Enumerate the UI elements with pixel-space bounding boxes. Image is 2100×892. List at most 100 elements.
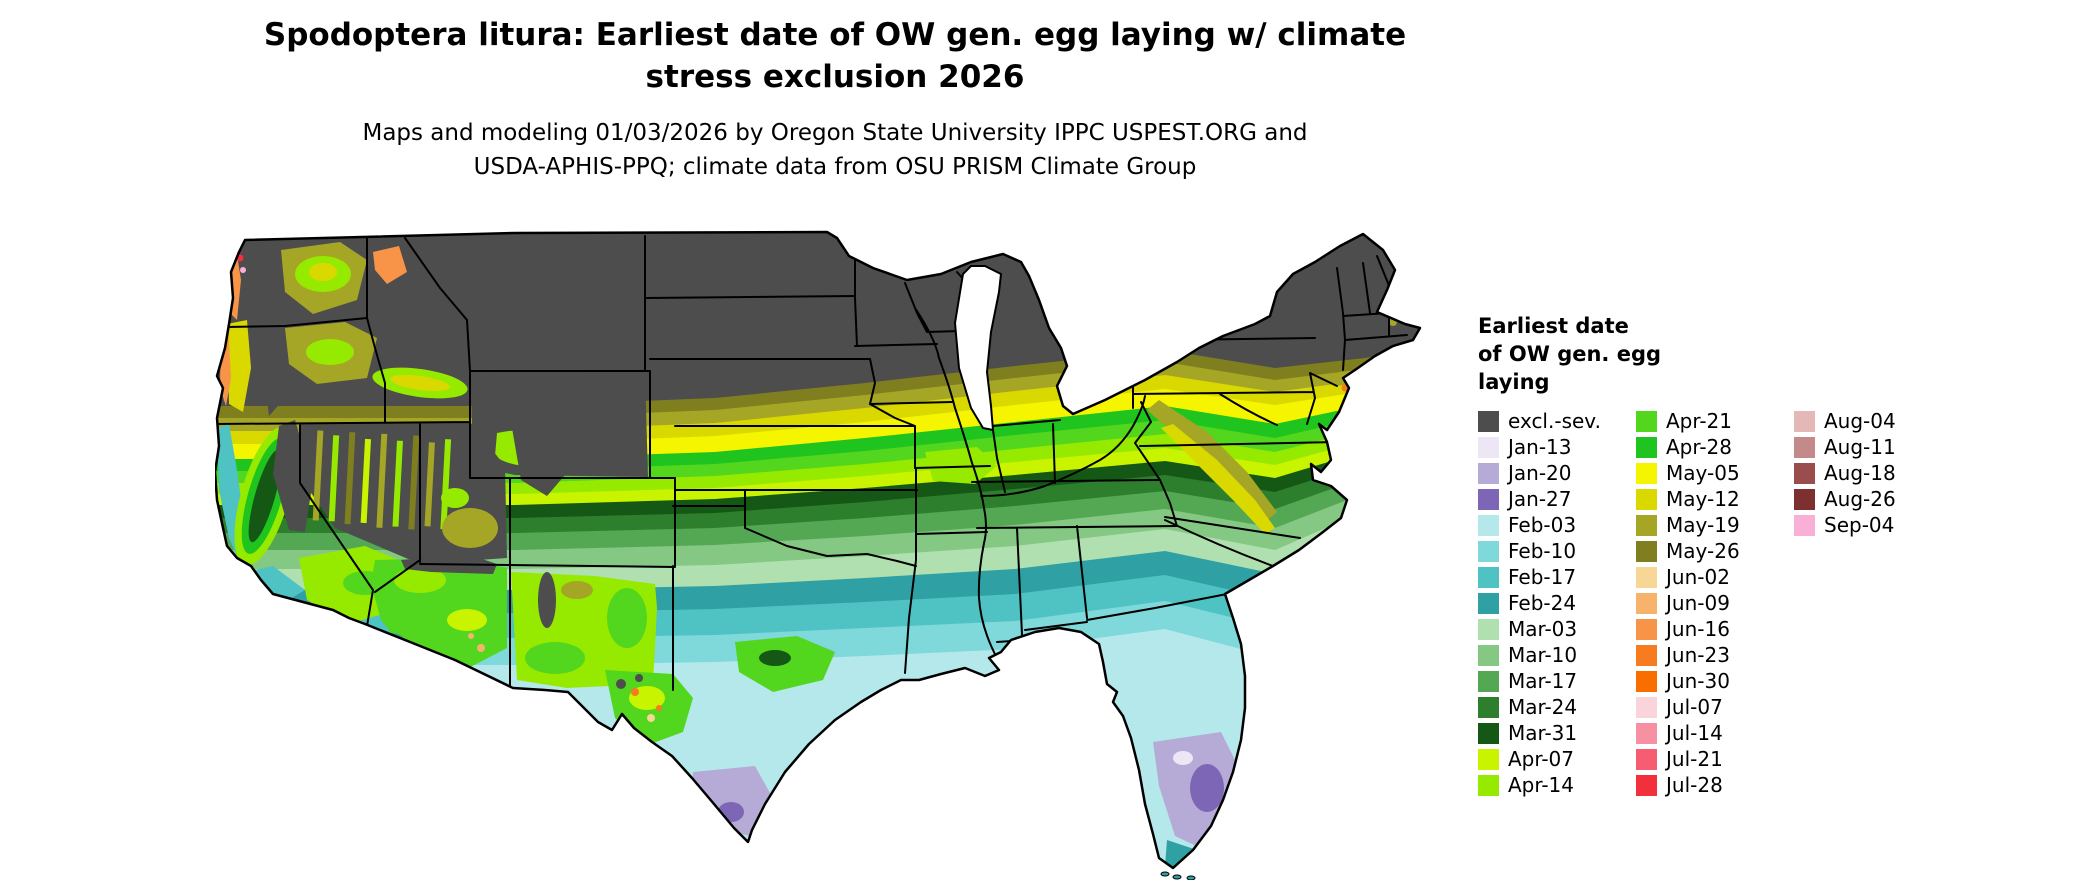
legend-item: May-12 xyxy=(1636,486,1778,512)
legend-item: Jul-21 xyxy=(1636,746,1778,772)
legend-item: Jul-14 xyxy=(1636,720,1778,746)
legend-swatch xyxy=(1636,748,1657,770)
legend-swatch xyxy=(1478,748,1499,770)
legend-item: Aug-04 xyxy=(1794,408,1936,434)
legend-label: Apr-28 xyxy=(1666,435,1732,459)
legend-label: Apr-07 xyxy=(1508,747,1574,771)
legend-title-line1: Earliest date xyxy=(1478,314,1629,338)
legend-item: Apr-07 xyxy=(1478,746,1620,772)
legend-swatch xyxy=(1636,696,1657,718)
legend-swatch xyxy=(1794,410,1815,432)
map-title-line1: Spodoptera litura: Earliest date of OW g… xyxy=(263,17,1407,53)
legend-label: Aug-11 xyxy=(1824,435,1896,459)
legend-swatch xyxy=(1794,488,1815,510)
legend-item: Jul-28 xyxy=(1636,772,1778,798)
legend-swatch xyxy=(1794,514,1815,536)
legend-swatch xyxy=(1478,566,1499,588)
legend-column-1: excl.-sev. Jan-13 Jan-20 Jan-27 Feb-03 Feb-10… xyxy=(1478,408,1620,798)
map-title: Spodoptera litura: Earliest date of OW g… xyxy=(0,14,1670,98)
legend-label: Mar-24 xyxy=(1508,695,1578,719)
legend-column-2: Apr-21 Apr-28 May-05 May-12 May-19 May-26 Jun-… xyxy=(1636,408,1778,798)
legend-swatch xyxy=(1478,540,1499,562)
legend-item: Jun-02 xyxy=(1636,564,1778,590)
legend-label: Jan-13 xyxy=(1508,435,1572,459)
us-map-svg xyxy=(213,230,1422,881)
legend-swatch xyxy=(1636,488,1657,510)
legend-swatch xyxy=(1478,644,1499,666)
legend-label: Jan-20 xyxy=(1508,461,1572,485)
map-subtitle: Maps and modeling 01/03/2026 by Oregon S… xyxy=(0,116,1670,184)
legend-item: Apr-21 xyxy=(1636,408,1778,434)
legend-columns: excl.-sev. Jan-13 Jan-20 Jan-27 Feb-03 Feb-10… xyxy=(1478,408,2078,798)
legend-item: Jun-30 xyxy=(1636,668,1778,694)
legend-item: Jan-27 xyxy=(1478,486,1620,512)
legend-swatch xyxy=(1636,410,1657,432)
legend-swatch xyxy=(1636,514,1657,536)
legend-item: Sep-04 xyxy=(1794,512,1936,538)
legend-swatch xyxy=(1478,592,1499,614)
legend-item: Jun-16 xyxy=(1636,616,1778,642)
legend-label: Mar-17 xyxy=(1508,669,1578,693)
legend-item: Apr-14 xyxy=(1478,772,1620,798)
legend-item: Jun-09 xyxy=(1636,590,1778,616)
legend-swatch xyxy=(1636,566,1657,588)
legend-label: Apr-14 xyxy=(1508,773,1574,797)
legend-item: Mar-24 xyxy=(1478,694,1620,720)
legend-label: Jul-07 xyxy=(1666,695,1723,719)
florida-keys xyxy=(1160,871,1196,881)
legend-item: Aug-11 xyxy=(1794,434,1936,460)
legend-title: Earliest date of OW gen. egg laying xyxy=(1478,312,2078,396)
lake-michigan xyxy=(954,265,1002,431)
legend-label: May-12 xyxy=(1666,487,1740,511)
legend-label: Jun-30 xyxy=(1666,669,1730,693)
legend-item: Feb-10 xyxy=(1478,538,1620,564)
legend-label: May-19 xyxy=(1666,513,1740,537)
legend-swatch xyxy=(1478,722,1499,744)
legend-label: Jul-14 xyxy=(1666,721,1723,745)
legend-swatch xyxy=(1478,514,1499,536)
legend-item: May-05 xyxy=(1636,460,1778,486)
legend-label: Aug-04 xyxy=(1824,409,1896,433)
legend-item: Mar-31 xyxy=(1478,720,1620,746)
legend-label: Apr-21 xyxy=(1666,409,1732,433)
legend-swatch xyxy=(1636,618,1657,640)
us-map xyxy=(213,228,1435,881)
legend-label: Jun-16 xyxy=(1666,617,1730,641)
legend-label: Jan-27 xyxy=(1508,487,1572,511)
legend-label: Feb-24 xyxy=(1508,591,1577,615)
legend-item: Feb-24 xyxy=(1478,590,1620,616)
map-legend: Earliest date of OW gen. egg laying excl… xyxy=(1478,312,2078,798)
legend-label: Jun-09 xyxy=(1666,591,1730,615)
legend-swatch xyxy=(1636,722,1657,744)
legend-item: Aug-18 xyxy=(1794,460,1936,486)
legend-label: Aug-18 xyxy=(1824,461,1896,485)
legend-swatch xyxy=(1794,462,1815,484)
legend-label: May-26 xyxy=(1666,539,1740,563)
legend-item: Feb-03 xyxy=(1478,512,1620,538)
legend-item: Mar-17 xyxy=(1478,668,1620,694)
legend-swatch xyxy=(1478,410,1499,432)
legend-item: Jan-20 xyxy=(1478,460,1620,486)
legend-swatch xyxy=(1478,670,1499,692)
legend-label: Jul-21 xyxy=(1666,747,1723,771)
legend-label: May-05 xyxy=(1666,461,1740,485)
legend-swatch xyxy=(1478,774,1499,796)
legend-label: Feb-03 xyxy=(1508,513,1577,537)
legend-swatch xyxy=(1478,696,1499,718)
legend-item: Jun-23 xyxy=(1636,642,1778,668)
legend-label: Feb-10 xyxy=(1508,539,1577,563)
legend-label: excl.-sev. xyxy=(1508,409,1601,433)
legend-swatch xyxy=(1478,488,1499,510)
map-subtitle-line2: USDA-APHIS-PPQ; climate data from OSU PR… xyxy=(473,154,1197,180)
legend-label: Mar-10 xyxy=(1508,643,1578,667)
map-title-line2: stress exclusion 2026 xyxy=(645,59,1025,95)
legend-item: Feb-17 xyxy=(1478,564,1620,590)
legend-item: May-26 xyxy=(1636,538,1778,564)
legend-swatch xyxy=(1478,436,1499,458)
legend-swatch xyxy=(1636,462,1657,484)
legend-label: Jun-23 xyxy=(1666,643,1730,667)
legend-item: Jul-07 xyxy=(1636,694,1778,720)
legend-swatch xyxy=(1636,592,1657,614)
legend-item: Mar-03 xyxy=(1478,616,1620,642)
